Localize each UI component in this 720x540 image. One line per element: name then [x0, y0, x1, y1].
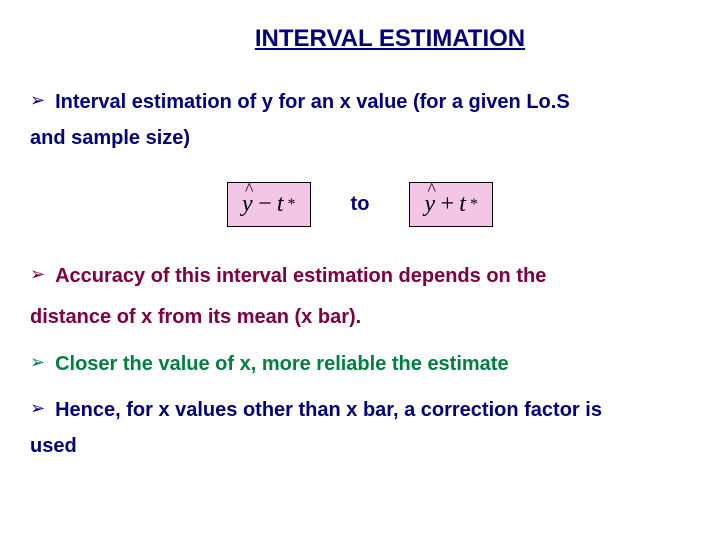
- bullet-2-continue: distance of x from its mean (x bar).: [30, 302, 690, 332]
- formula-box-right: y + t *: [409, 182, 493, 227]
- bullet-4-continue: used: [30, 432, 690, 460]
- bullet-item-3: ➢ Closer the value of x, more reliable t…: [30, 350, 690, 378]
- formula-yhat-right: y: [424, 191, 435, 218]
- formula-star-right: *: [470, 196, 478, 214]
- formula-t-right: t: [459, 191, 466, 218]
- formula-op-right: +: [439, 191, 455, 218]
- formula-row: y − t * to y + t *: [30, 182, 690, 227]
- formula-box-left: y − t *: [227, 182, 311, 227]
- bullet-1-text: Interval estimation of y for an x value …: [55, 88, 570, 116]
- bullet-item-2: ➢ Accuracy of this interval estimation d…: [30, 262, 690, 290]
- bullet-arrow-icon: ➢: [30, 262, 45, 287]
- formula-yhat-left: y: [242, 191, 253, 218]
- formula-op-left: −: [257, 191, 273, 218]
- bullet-1-continue: and sample size): [30, 124, 690, 152]
- formula-star-left: *: [288, 196, 296, 214]
- formula-to-text: to: [351, 193, 370, 216]
- page-title: INTERVAL ESTIMATION: [30, 25, 690, 53]
- bullet-arrow-icon: ➢: [30, 396, 45, 421]
- bullet-item-4: ➢ Hence, for x values other than x bar, …: [30, 396, 690, 424]
- bullet-arrow-icon: ➢: [30, 350, 45, 375]
- bullet-arrow-icon: ➢: [30, 88, 45, 113]
- bullet-3-text: Closer the value of x, more reliable the…: [55, 350, 509, 378]
- bullet-4-text: Hence, for x values other than x bar, a …: [55, 396, 602, 424]
- bullet-2-text: Accuracy of this interval estimation dep…: [55, 262, 546, 290]
- bullet-item-1: ➢ Interval estimation of y for an x valu…: [30, 88, 690, 116]
- formula-t-left: t: [277, 191, 284, 218]
